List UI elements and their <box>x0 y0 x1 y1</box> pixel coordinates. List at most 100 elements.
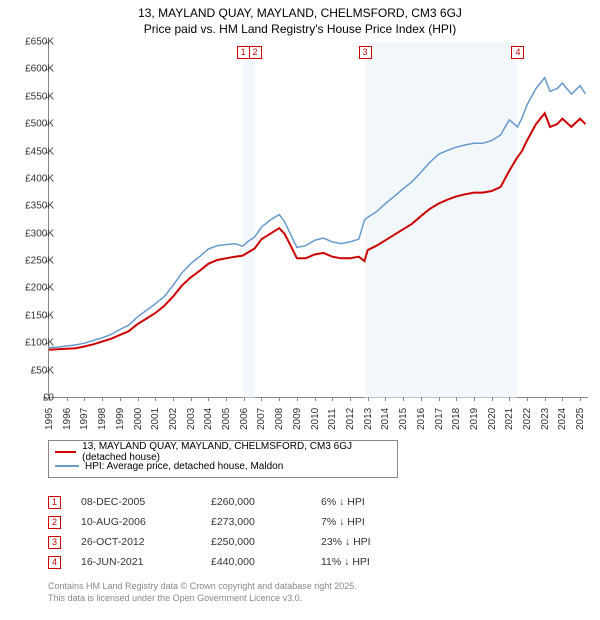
ytick-label: £250K <box>25 256 54 267</box>
table-diff: 11% ↓ HPI <box>321 556 421 568</box>
xtick-mark <box>527 397 528 401</box>
xtick-mark <box>120 397 121 401</box>
sale-marker: 2 <box>249 46 262 59</box>
table-marker: 2 <box>48 516 61 529</box>
xtick-label: 2015 <box>398 408 409 430</box>
table-marker: 1 <box>48 496 61 509</box>
series-line <box>49 78 586 348</box>
xtick-mark <box>155 397 156 401</box>
ytick-label: £600K <box>25 64 54 75</box>
xtick-mark <box>191 397 192 401</box>
xtick-mark <box>492 397 493 401</box>
ytick-label: £50K <box>31 365 54 376</box>
xtick-mark <box>226 397 227 401</box>
xtick-label: 2023 <box>540 408 551 430</box>
table-price: £440,000 <box>211 556 321 568</box>
xtick-label: 2022 <box>522 408 533 430</box>
table-marker: 4 <box>48 556 61 569</box>
xtick-label: 2020 <box>487 408 498 430</box>
xtick-label: 2016 <box>416 408 427 430</box>
table-price: £250,000 <box>211 536 321 548</box>
chart-svg <box>49 42 589 398</box>
xtick-label: 2009 <box>292 408 303 430</box>
footer: Contains HM Land Registry data © Crown c… <box>48 580 357 604</box>
xtick-label: 2021 <box>504 408 515 430</box>
legend: 13, MAYLAND QUAY, MAYLAND, CHELMSFORD, C… <box>48 440 398 478</box>
title-subtitle: Price paid vs. HM Land Registry's House … <box>0 22 600 36</box>
xtick-mark <box>208 397 209 401</box>
xtick-label: 1997 <box>79 408 90 430</box>
table-row: 3 26-OCT-2012£250,00023% ↓ HPI <box>48 532 421 552</box>
xtick-label: 2001 <box>150 408 161 430</box>
xtick-mark <box>279 397 280 401</box>
ytick-label: £100K <box>25 338 54 349</box>
table-marker: 3 <box>48 536 61 549</box>
chart-area: 1234 19951996199719981999200020012002200… <box>48 42 588 398</box>
xtick-label: 2003 <box>186 408 197 430</box>
xtick-label: 2000 <box>133 408 144 430</box>
xtick-label: 2025 <box>575 408 586 430</box>
legend-label-hpi: HPI: Average price, detached house, Mald… <box>85 461 283 472</box>
table-row: 4 16-JUN-2021£440,00011% ↓ HPI <box>48 552 421 572</box>
xtick-mark <box>385 397 386 401</box>
xtick-label: 2006 <box>239 408 250 430</box>
table-row: 108-DEC-2005£260,0006% ↓ HPI <box>48 492 421 512</box>
footer-line2: This data is licensed under the Open Gov… <box>48 592 357 604</box>
ytick-label: £450K <box>25 146 54 157</box>
ytick-label: £0 <box>43 393 54 404</box>
table-date: 26-OCT-2012 <box>81 536 211 548</box>
footer-line1: Contains HM Land Registry data © Crown c… <box>48 580 357 592</box>
table-price: £260,000 <box>211 496 321 508</box>
xtick-label: 2010 <box>310 408 321 430</box>
xtick-label: 2019 <box>469 408 480 430</box>
xtick-label: 2007 <box>256 408 267 430</box>
xtick-label: 2014 <box>380 408 391 430</box>
title-address: 13, MAYLAND QUAY, MAYLAND, CHELMSFORD, C… <box>0 6 600 20</box>
sale-marker: 3 <box>359 46 372 59</box>
xtick-mark <box>545 397 546 401</box>
xtick-mark <box>562 397 563 401</box>
xtick-mark <box>297 397 298 401</box>
xtick-mark <box>350 397 351 401</box>
legend-swatch-hpi <box>55 465 79 467</box>
ytick-label: £200K <box>25 283 54 294</box>
xtick-mark <box>261 397 262 401</box>
xtick-label: 2002 <box>168 408 179 430</box>
xtick-label: 1998 <box>97 408 108 430</box>
chart-container: 13, MAYLAND QUAY, MAYLAND, CHELMSFORD, C… <box>0 0 600 620</box>
xtick-mark <box>403 397 404 401</box>
ytick-label: £550K <box>25 91 54 102</box>
xtick-mark <box>102 397 103 401</box>
xtick-mark <box>315 397 316 401</box>
xtick-mark <box>456 397 457 401</box>
table-date: 16-JUN-2021 <box>81 556 211 568</box>
xtick-label: 2011 <box>327 408 338 430</box>
table-diff: 6% ↓ HPI <box>321 496 421 508</box>
ytick-label: £150K <box>25 310 54 321</box>
xtick-label: 1996 <box>62 408 73 430</box>
sales-table: 108-DEC-2005£260,0006% ↓ HPI210-AUG-2006… <box>48 492 421 572</box>
xtick-label: 1999 <box>115 408 126 430</box>
xtick-label: 2024 <box>557 408 568 430</box>
legend-swatch-property <box>55 451 76 454</box>
xtick-mark <box>368 397 369 401</box>
xtick-label: 2004 <box>203 408 214 430</box>
xtick-mark <box>84 397 85 401</box>
xtick-label: 2005 <box>221 408 232 430</box>
plot-area: 1234 <box>48 42 588 398</box>
xtick-mark <box>138 397 139 401</box>
xtick-mark <box>332 397 333 401</box>
ytick-label: £650K <box>25 37 54 48</box>
xtick-mark <box>474 397 475 401</box>
xtick-label: 2012 <box>345 408 356 430</box>
ytick-label: £350K <box>25 201 54 212</box>
sale-marker: 4 <box>511 46 524 59</box>
xtick-label: 2013 <box>363 408 374 430</box>
titles: 13, MAYLAND QUAY, MAYLAND, CHELMSFORD, C… <box>0 0 600 36</box>
xtick-label: 2018 <box>451 408 462 430</box>
xtick-mark <box>421 397 422 401</box>
table-row: 210-AUG-2006£273,0007% ↓ HPI <box>48 512 421 532</box>
xtick-mark <box>67 397 68 401</box>
table-diff: 23% ↓ HPI <box>321 536 421 548</box>
ytick-label: £500K <box>25 119 54 130</box>
